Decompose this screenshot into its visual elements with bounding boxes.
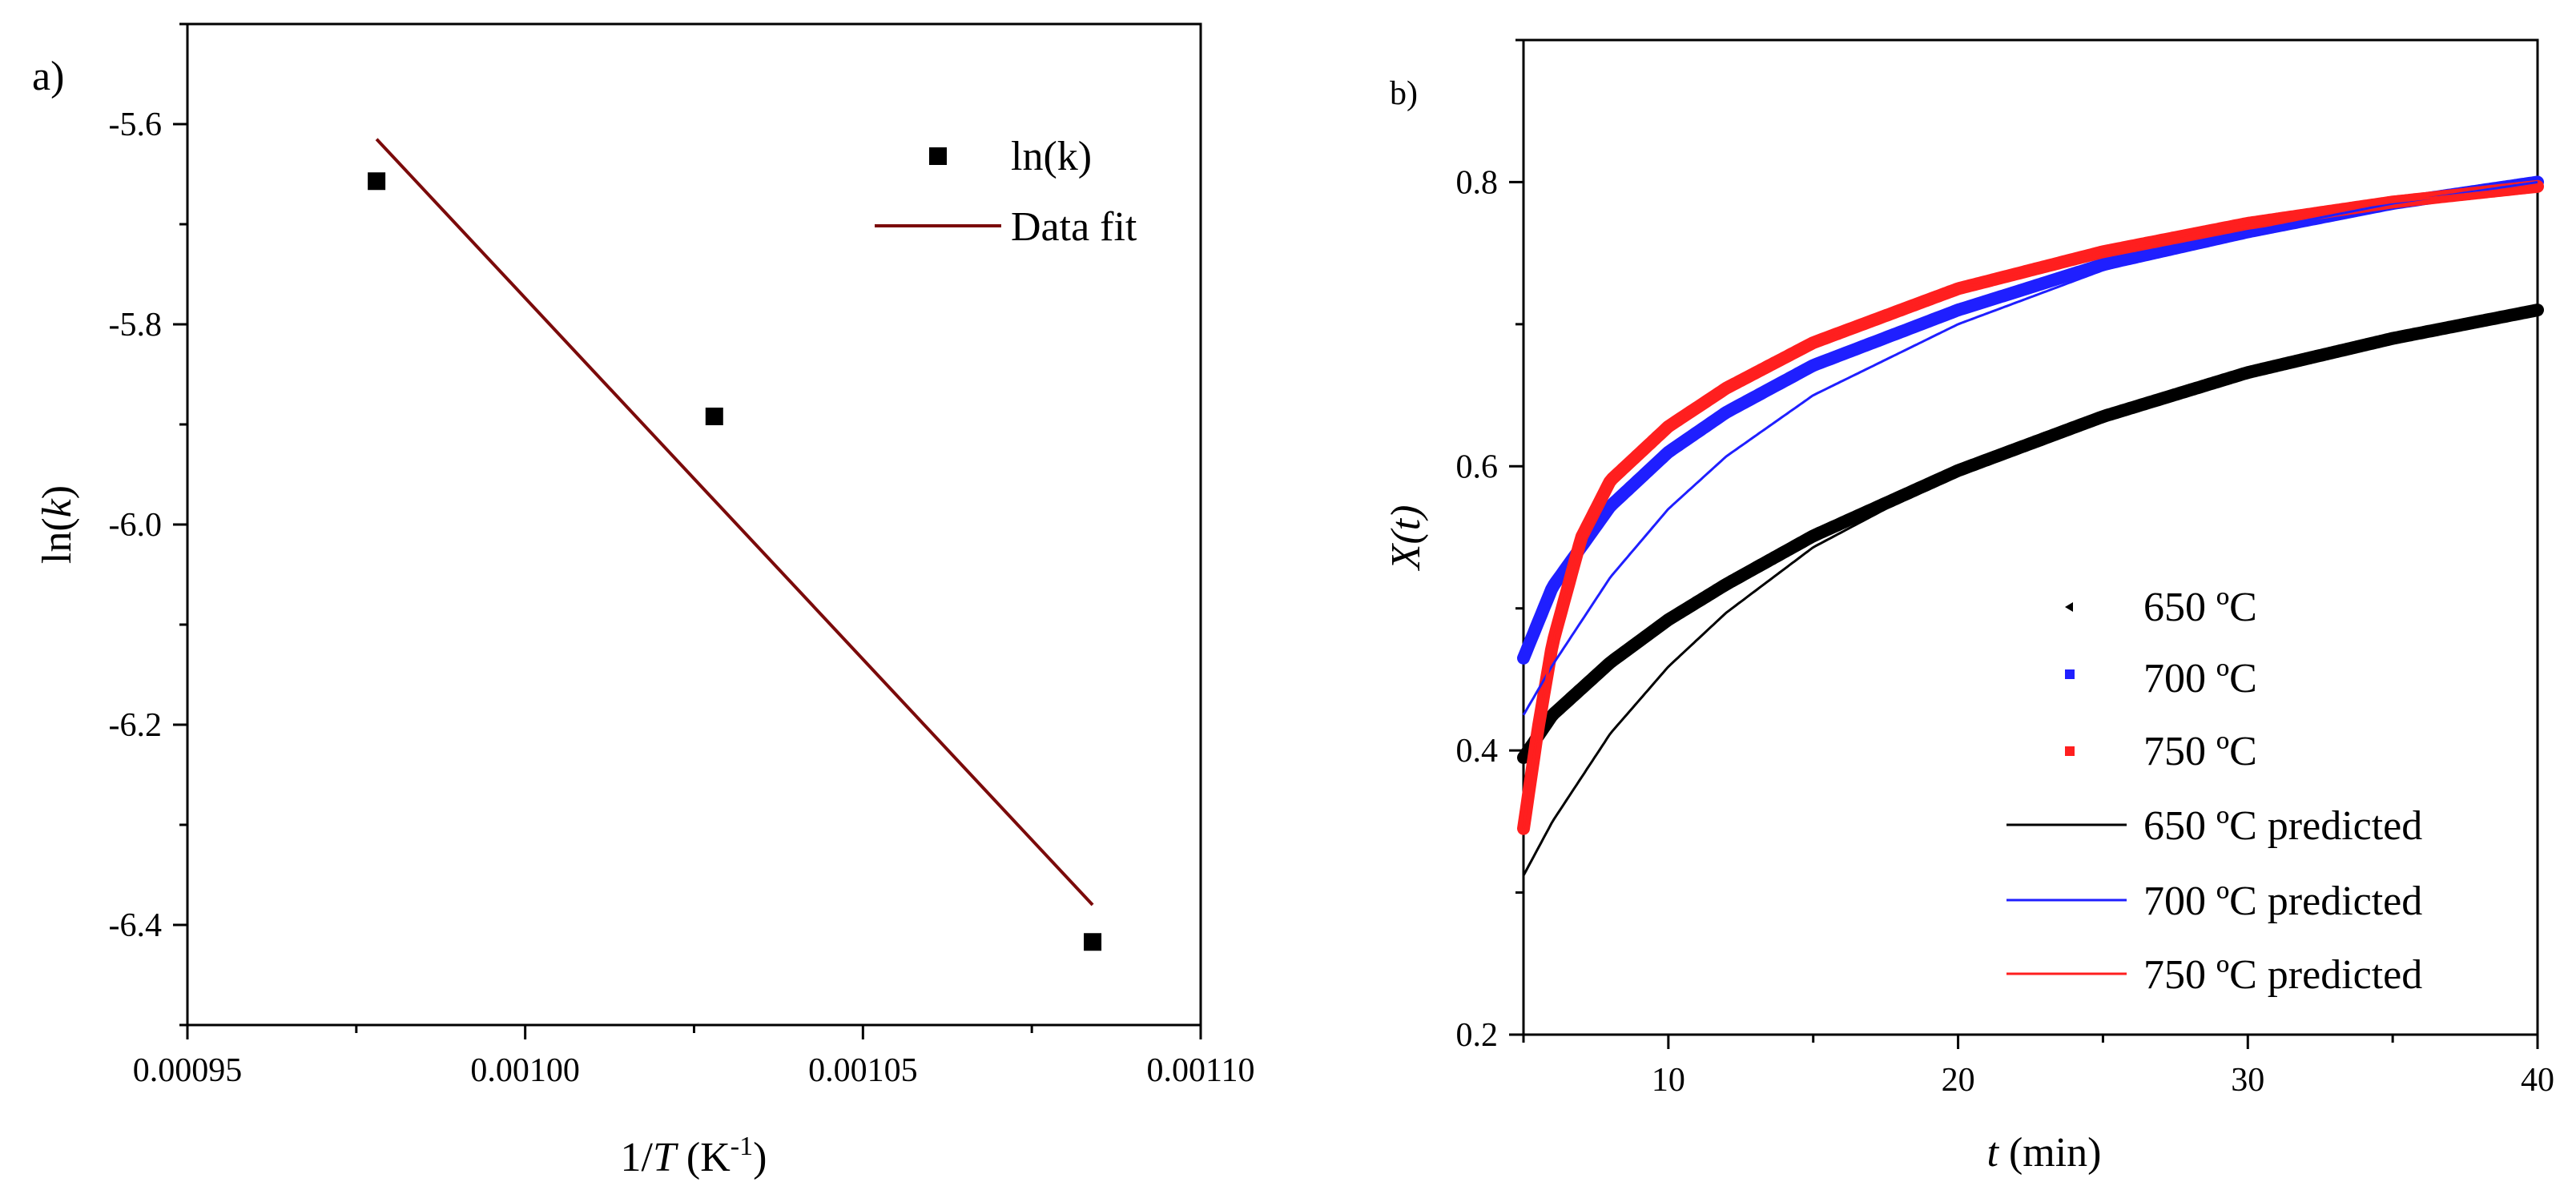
panel-b-x-axis-title: t (min) — [1987, 1130, 2102, 1176]
legend-label-data-fit: Data fit — [1011, 204, 1137, 250]
panel-b-y-tick-label: 0.2 — [1456, 1017, 1499, 1054]
panel-a-x-tick-label: 0.00100 — [470, 1052, 580, 1089]
series-line-700-c-predicted — [1522, 180, 2538, 716]
series-line-data-fit — [375, 138, 1094, 907]
data-point-ln-k — [1084, 933, 1102, 951]
panel-b-x-tick-label: 40 — [2521, 1062, 2554, 1099]
panel-a-x-tick-label: 0.00105 — [808, 1052, 918, 1089]
legend-marker-650 — [2065, 602, 2073, 612]
panel-b-label: b) — [1390, 75, 1418, 112]
panel-a-legend: ln(k) Data fit — [875, 134, 1137, 250]
panel-b-y-tick-label: 0.6 — [1456, 448, 1499, 485]
panel-b-y-tick-label: 0.4 — [1456, 733, 1499, 770]
panel-b-x-tick-label: 30 — [2231, 1062, 2264, 1099]
data-point-ln-k — [368, 172, 386, 191]
panel-a-label: a) — [32, 54, 64, 99]
legend-label-ln-k: ln(k) — [1011, 134, 1092, 179]
panel-a-y-tick-label: -6.2 — [109, 707, 163, 744]
legend-marker-700 — [2065, 669, 2075, 679]
panel-b-frame — [1522, 38, 2539, 1036]
series-line-750-c-predicted — [1522, 185, 2538, 829]
panel-a-y-axis-title: ln(k) — [34, 485, 80, 564]
panel-a-y-tick-label: -6.0 — [109, 507, 163, 544]
panel-a-chart: a) 0.00095 0.00100 0.00105 0.00110 -6.4 -6.2 -… — [32, 22, 1255, 1180]
panel-b-legend: 650 ºC 700 ºC 750 ºC 650 ºC predicted 70… — [2006, 585, 2422, 998]
legend-marker-750 — [2065, 746, 2075, 756]
panel-a-x-tick-label: 0.00095 — [133, 1052, 243, 1089]
panel-b-y-axis-title: X(t) — [1383, 505, 1429, 572]
legend-label-650-predicted: 650 ºC predicted — [2143, 803, 2422, 849]
legend-label-700-predicted: 700 ºC predicted — [2143, 878, 2422, 924]
panel-a-x-tick-label: 0.00110 — [1147, 1052, 1255, 1089]
panel-a-x-axis-title: 1/T (K-1) — [621, 1132, 767, 1180]
legend-label-750-predicted: 750 ºC predicted — [2143, 952, 2422, 998]
panel-a-y-tick-label: -5.6 — [109, 107, 163, 143]
panel-a-y-tick-label: -6.4 — [109, 907, 163, 944]
legend-label-700: 700 ºC — [2143, 656, 2257, 702]
legend-label-750: 750 ºC — [2143, 729, 2257, 774]
panel-b-x-tick-label: 20 — [1942, 1062, 1975, 1099]
legend-label-650: 650 ºC — [2143, 585, 2257, 630]
panel-b-x-tick-label: 10 — [1652, 1062, 1685, 1099]
panel-b-y-tick-label: 0.8 — [1456, 164, 1499, 201]
series-line-650-c-predicted — [1522, 308, 2538, 877]
panel-b-chart: b) 10 20 30 40 0.2 0.4 0.6 0.8 X(t) t (min) 650… — [1383, 38, 2554, 1176]
legend-marker-ln-k — [929, 147, 947, 165]
data-point-ln-k — [705, 408, 723, 425]
panel-a-y-tick-label: -5.8 — [109, 307, 163, 344]
